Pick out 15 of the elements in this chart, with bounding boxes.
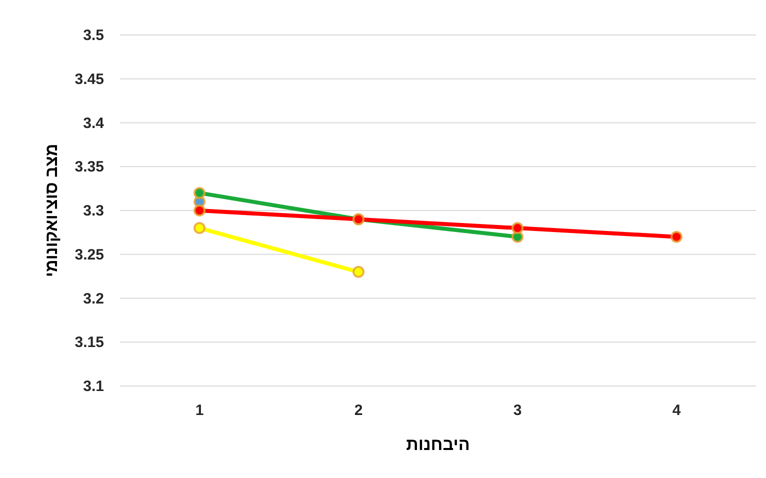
- y-tick-label: 3.4: [83, 114, 105, 132]
- x-axis-title: היבחנות: [406, 435, 470, 454]
- x-tick-label: 2: [354, 402, 363, 419]
- y-tick-label: 3.3: [83, 202, 104, 220]
- x-tick-label: 4: [672, 402, 682, 419]
- y-axis-title: מצב סוציואקונומי: [42, 144, 61, 278]
- y-tick-label: 3.25: [74, 246, 104, 264]
- y-tick-label: 3.2: [83, 290, 104, 308]
- y-tick-label: 3.1: [83, 378, 104, 395]
- x-tick-label: 1: [195, 402, 204, 419]
- y-tick-label: 3.5: [83, 27, 104, 44]
- y-tick-label: 3.35: [74, 158, 104, 176]
- x-tick-label: 3: [513, 402, 522, 419]
- y-tick-label: 3.15: [74, 334, 104, 352]
- y-tick-label: 3.45: [74, 70, 104, 88]
